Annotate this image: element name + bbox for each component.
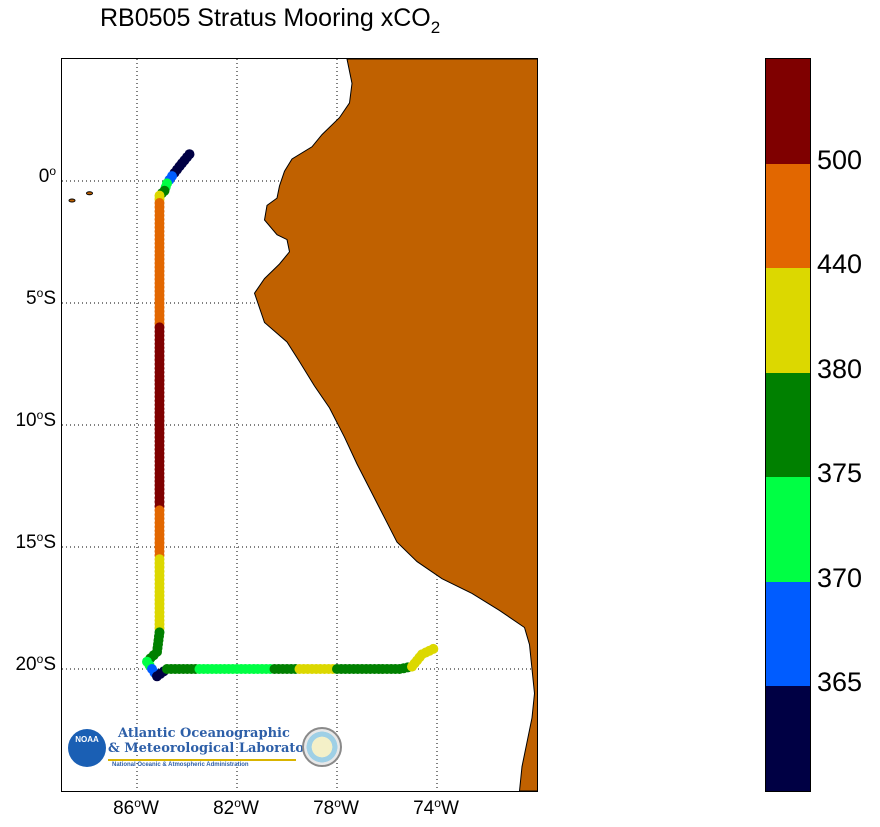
colorbar-tick-label: 375 bbox=[817, 458, 863, 489]
colorbar-segment bbox=[766, 268, 810, 374]
y-tick-label: 15oS bbox=[15, 530, 56, 553]
galapagos-islands bbox=[68, 191, 93, 203]
south-america-land bbox=[253, 59, 537, 791]
x-tick-label: 82oW bbox=[213, 796, 259, 819]
y-tick-label: 20oS bbox=[15, 652, 56, 675]
colorbar-tick-label: 500 bbox=[817, 144, 863, 175]
colorbar-tick-label: 370 bbox=[817, 562, 863, 593]
y-tick-label: 5oS bbox=[26, 286, 56, 309]
colorbar-segment bbox=[766, 477, 810, 583]
logo-line-1: Atlantic Oceanographic bbox=[118, 726, 290, 741]
ship-track bbox=[142, 149, 439, 682]
noaa-badge: NOAA bbox=[68, 729, 106, 767]
x-tick-label: 74oW bbox=[413, 796, 459, 819]
logo-divider bbox=[108, 759, 296, 761]
aoml-logo: NOAA Atlantic Oceanographic & Meteorolog… bbox=[66, 725, 346, 775]
x-tick-label: 78oW bbox=[313, 796, 359, 819]
colorbar-tick-label: 365 bbox=[817, 667, 863, 698]
y-tick-label: 10oS bbox=[15, 408, 56, 431]
chart-title: RB0505 Stratus Mooring xCO2 bbox=[100, 4, 440, 38]
aoml-seal-icon bbox=[302, 727, 342, 767]
colorbar-tick-label: 380 bbox=[817, 353, 863, 384]
logo-line-2: & Meteorological Laboratory bbox=[108, 741, 319, 756]
colorbar-segment bbox=[766, 163, 810, 269]
map-panel: NOAA Atlantic Oceanographic & Meteorolog… bbox=[61, 58, 538, 792]
track-point bbox=[428, 643, 439, 654]
colorbar-segment bbox=[766, 686, 810, 792]
colorbar-segment bbox=[766, 372, 810, 478]
colorbar-tick-label: 440 bbox=[817, 249, 863, 280]
logo-line-3: National Oceanic & Atmospheric Administr… bbox=[112, 762, 249, 768]
title-text: RB0505 Stratus Mooring xCO bbox=[100, 4, 431, 32]
colorbar-segment bbox=[766, 581, 810, 687]
x-tick-label: 86oW bbox=[113, 796, 159, 819]
island bbox=[86, 191, 93, 196]
colorbar bbox=[765, 58, 811, 792]
title-subscript: 2 bbox=[430, 18, 441, 37]
colorbar-segment bbox=[766, 59, 810, 165]
map-canvas bbox=[62, 59, 537, 791]
y-tick-label: 0o bbox=[38, 164, 56, 187]
island bbox=[68, 198, 76, 203]
